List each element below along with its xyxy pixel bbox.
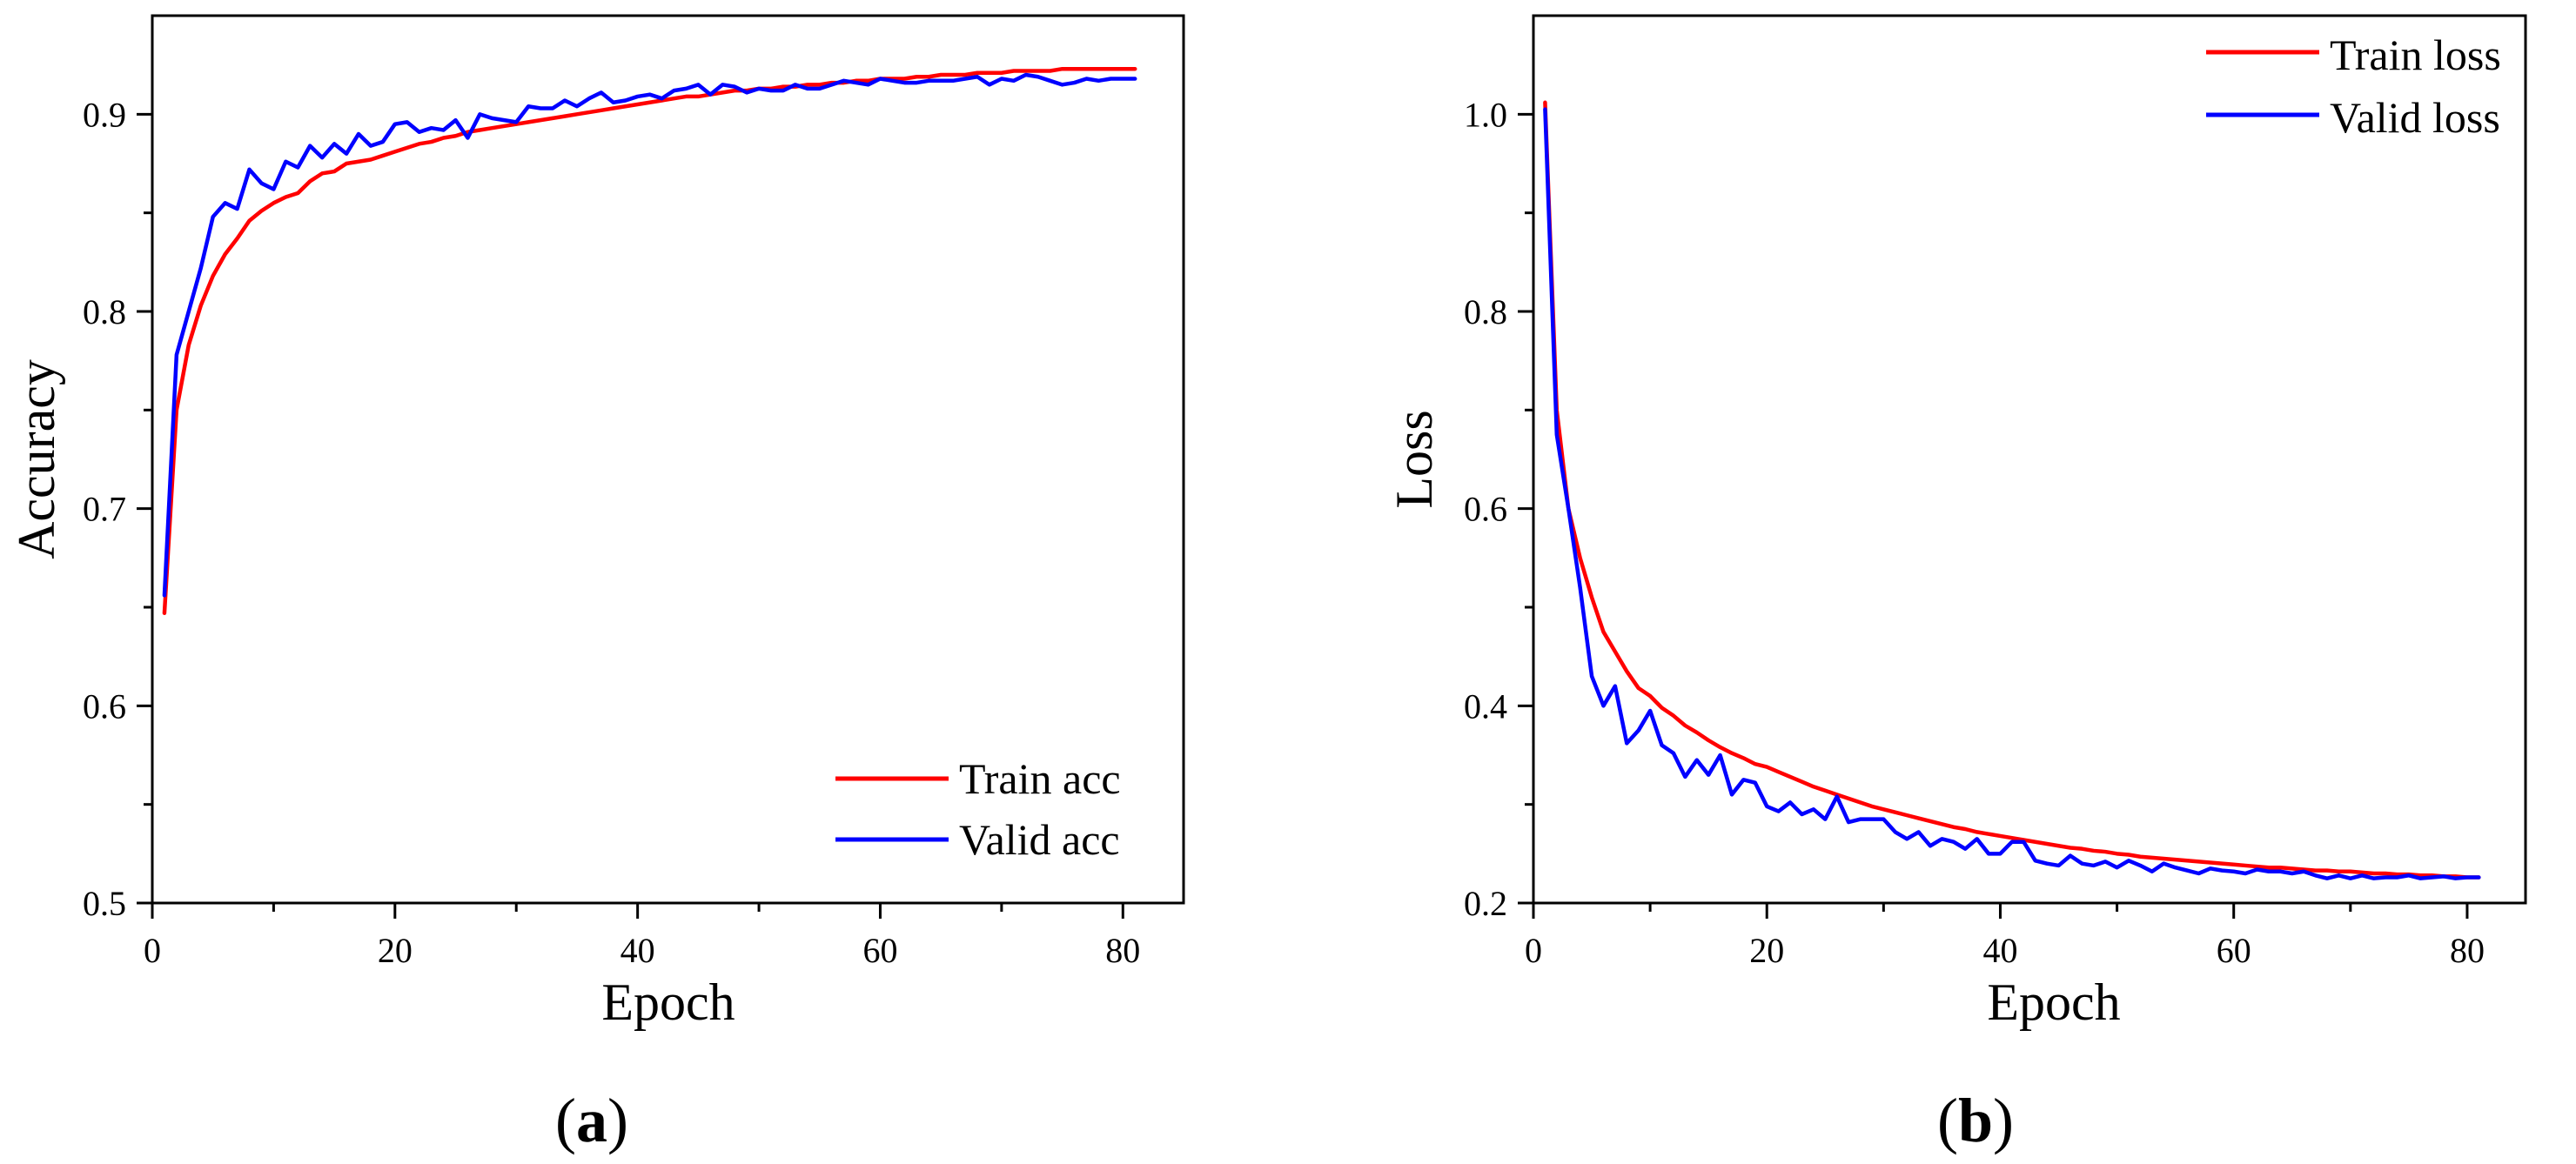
- legend-label-train: Train acc: [959, 754, 1121, 803]
- series-line-valid-acc: [162, 72, 1137, 598]
- x-tick-label: 20: [378, 931, 413, 970]
- y-axis-label: Loss: [1385, 410, 1443, 508]
- x-tick-label: 0: [1525, 931, 1542, 970]
- x-tick-label: 60: [2217, 931, 2251, 970]
- y-tick-label: 0.4: [1464, 686, 1507, 726]
- series-line-valid-loss: [1543, 107, 2481, 880]
- legend: Train acc Valid acc: [835, 754, 1121, 864]
- x-axis-label: Epoch: [601, 973, 735, 1031]
- legend-label-valid: Valid acc: [959, 815, 1120, 864]
- panel-label: (b): [1937, 1086, 2014, 1155]
- x-tick-label: 20: [1749, 931, 1784, 970]
- y-tick-label: 0.7: [83, 490, 126, 529]
- x-axis-label: Epoch: [1987, 973, 2120, 1031]
- x-tick-label: 40: [621, 931, 655, 970]
- y-axis-label: Accuracy: [8, 359, 65, 559]
- y-tick-label: 0.5: [83, 884, 126, 923]
- legend-label-valid: Valid loss: [2330, 93, 2500, 142]
- x-tick-label: 0: [144, 931, 161, 970]
- y-tick-label: 0.6: [83, 686, 126, 726]
- panel-label: (a): [555, 1086, 628, 1155]
- y-tick-label: 1.0: [1464, 95, 1507, 134]
- panel-letter: a: [576, 1086, 607, 1155]
- y-tick-label: 0.8: [1464, 292, 1507, 331]
- accuracy-chart: 0 20 40 60 800.50.60.70.80.9 Accuracy Epoch …: [8, 14, 1185, 1155]
- x-tick-label: 60: [862, 931, 897, 970]
- tick-marks: [1518, 112, 2469, 919]
- loss-chart: 0 20 40 60 80 0.2 0.4 0.6 0.8 1.0 Loss Epoch Trai…: [1385, 14, 2527, 1155]
- series-lines: [162, 66, 1137, 616]
- x-tick-label: 80: [2450, 931, 2485, 970]
- legend-label-train: Train loss: [2330, 30, 2501, 79]
- plot-frame: [1532, 14, 2527, 905]
- x-tick-label: 40: [1982, 931, 2017, 970]
- y-tick-label: 0.6: [1464, 490, 1507, 529]
- y-tick-label: 0.8: [83, 292, 126, 331]
- tick-labels: 0 20 40 60 80 0.5 0.6 0.7 0.8 0.9: [83, 95, 1140, 970]
- y-tick-label: 0.2: [1464, 884, 1507, 923]
- tick-marks: [137, 112, 1124, 919]
- series-line-train-loss: [1543, 100, 2481, 880]
- plot-frame: [151, 14, 1185, 905]
- tick-labels: 0 20 40 60 80 0.2 0.4 0.6 0.8 1.0: [1464, 95, 2485, 970]
- x-tick-label: 80: [1105, 931, 1140, 970]
- series-line-train-acc: [162, 66, 1137, 616]
- panel-letter: b: [1958, 1086, 1993, 1155]
- series-lines: [1543, 100, 2481, 880]
- legend: Train loss Valid loss: [2206, 30, 2501, 142]
- y-tick-label: 0.9: [83, 95, 126, 134]
